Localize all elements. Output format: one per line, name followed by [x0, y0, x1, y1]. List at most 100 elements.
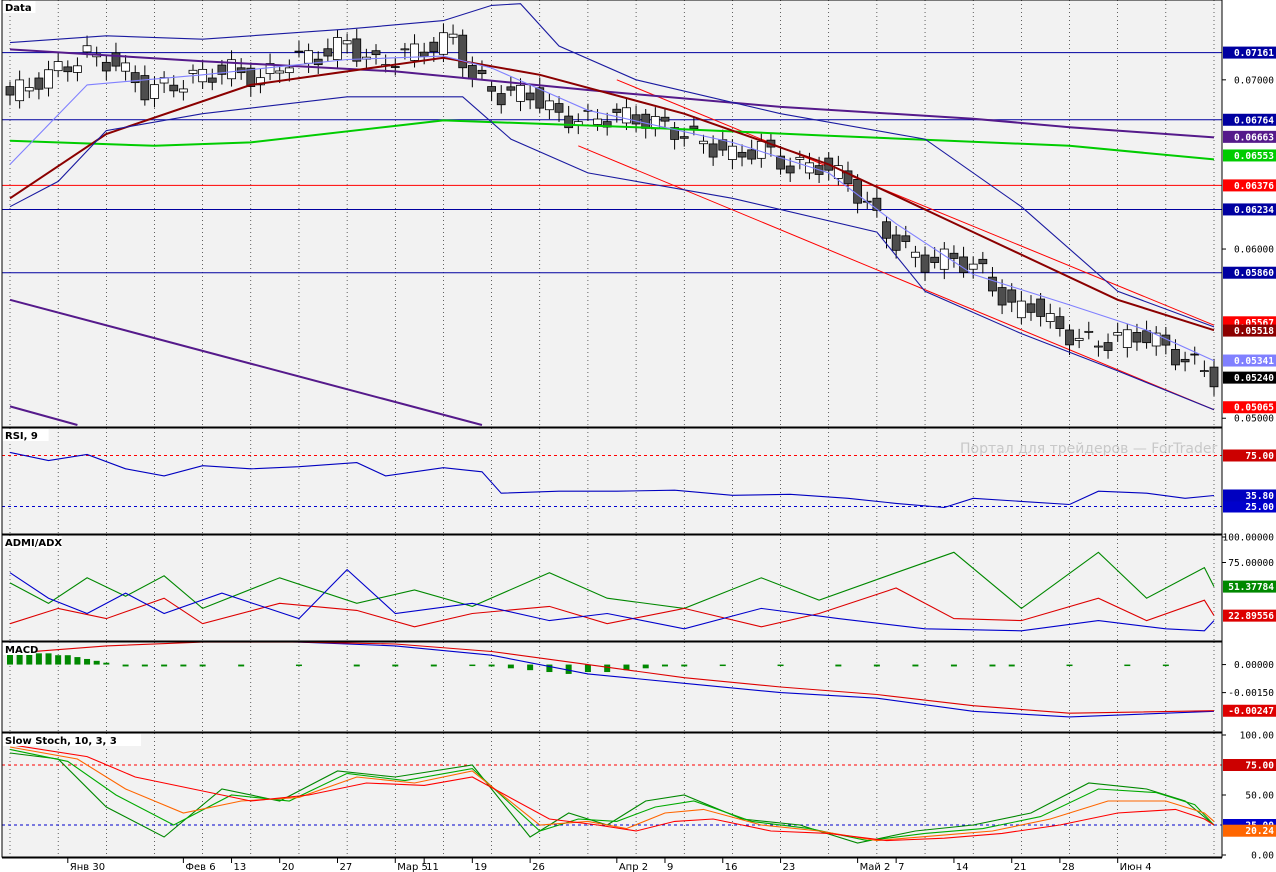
candle [516, 84, 525, 102]
candle [5, 86, 15, 96]
candle [641, 113, 651, 129]
candle [342, 40, 352, 45]
macd-histogram-bar [527, 664, 534, 671]
candle [506, 86, 516, 91]
candle [872, 197, 882, 211]
pane-plot-area [7, 642, 1215, 732]
candle [939, 248, 949, 270]
macd-histogram-bar [84, 658, 91, 665]
candle [1055, 316, 1065, 329]
candle [323, 48, 333, 57]
pane-background [2, 0, 1222, 427]
pane-3: 0.00000 -0.00150 -0.00247 MACD [1, 641, 1276, 733]
candle [959, 256, 968, 273]
pane-plot-area [2, 733, 1222, 857]
macd-histogram-bar [1008, 664, 1015, 667]
x-tick-label: 27 [339, 862, 352, 872]
candle [1103, 342, 1113, 351]
pane-background [2, 535, 1222, 641]
pane-background [2, 642, 1222, 732]
price-tag [1223, 203, 1276, 216]
x-tick-label: 19 [474, 862, 487, 872]
price-tag-label: 0.05518 [1234, 326, 1274, 337]
x-tick-label: 16 [725, 862, 738, 872]
price-tag-label: 0.07161 [1234, 48, 1274, 59]
candle [1199, 370, 1209, 373]
candle [949, 252, 959, 259]
macd-histogram-bar [7, 651, 13, 665]
candle [833, 165, 843, 179]
series-line [9, 56, 1215, 332]
x-tick-label: 13 [234, 862, 247, 872]
candle [1142, 330, 1151, 344]
candle [1151, 332, 1161, 347]
x-tick-label: Май 2 [860, 862, 891, 872]
x-tick-label: 20 [282, 862, 295, 872]
price-tag [1223, 130, 1276, 143]
macd-histogram-bar [507, 664, 514, 669]
pane-title: RSI, 9 [5, 431, 38, 442]
x-tick-label: Янв 30 [70, 862, 105, 872]
candle [284, 67, 294, 74]
macd-histogram-bar [199, 664, 206, 667]
candle [843, 170, 853, 185]
candle [390, 66, 400, 68]
macd-histogram-bar [16, 651, 23, 665]
y-tick-label: 50.00 [1245, 791, 1274, 802]
y-tick-label: 0.00 [1251, 851, 1274, 862]
macd-histogram-bar [26, 653, 33, 665]
series-line [9, 568, 1215, 632]
y-tick-label: 75.00000 [1228, 558, 1274, 569]
candle [217, 64, 227, 75]
pane-title: Slow Stoch, 10, 3, 3 [5, 736, 117, 747]
candle [756, 140, 766, 159]
candle [188, 69, 198, 74]
candle [660, 116, 670, 122]
series-line [9, 551, 1215, 610]
candle [419, 51, 429, 57]
candle [294, 50, 304, 53]
pane-0: 0.07000 0.06000 0.05000 0.07161 0.06764 0.063… [1, 0, 1276, 428]
price-tag [1223, 704, 1276, 717]
macd-histogram-bar [103, 662, 110, 665]
candle [1074, 337, 1084, 341]
macd-histogram-bar [469, 664, 476, 667]
candle [930, 256, 940, 263]
price-tag [1223, 401, 1276, 414]
price-tag-label: 0.05341 [1234, 356, 1274, 367]
y-tick-label: -0.00150 [1228, 688, 1274, 699]
macd-histogram-bar [719, 664, 726, 667]
pane-title-bg [3, 536, 62, 548]
macd-histogram-bar [1124, 664, 1131, 667]
macd-histogram-bar [835, 664, 842, 667]
price-tag-label: 0.05240 [1234, 373, 1274, 384]
series-line [9, 642, 1215, 718]
price-tag-label: 75.00 [1245, 761, 1274, 772]
macd-histogram-bar [912, 664, 919, 667]
price-tag-label: 0.06376 [1234, 181, 1274, 192]
macd-histogram-bar [353, 664, 360, 667]
candle [728, 145, 737, 160]
x-tick-label: 21 [1014, 862, 1027, 872]
pane-background [2, 428, 1222, 534]
candle [477, 69, 487, 75]
x-tick-label: 26 [532, 862, 545, 872]
price-tag [1223, 371, 1276, 384]
candle [622, 107, 631, 124]
candle [901, 235, 911, 242]
series-line [9, 48, 1215, 139]
candle [1036, 298, 1046, 317]
candle [227, 59, 236, 80]
y-tick-label: 100.00000 [1223, 533, 1275, 544]
macd-histogram-bar [989, 664, 996, 667]
price-tag [1223, 324, 1276, 337]
x-tick-label: 28 [1062, 862, 1075, 872]
pane-plot-area [2, 428, 1222, 534]
macd-histogram-bar [180, 664, 187, 667]
macd-histogram-bar [681, 664, 688, 667]
price-tag [1223, 266, 1276, 279]
candle [44, 69, 53, 89]
price-tag [1223, 580, 1276, 593]
